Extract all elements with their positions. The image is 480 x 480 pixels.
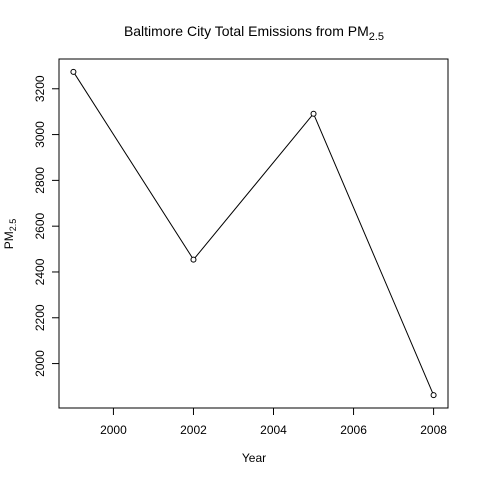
y-tick-label: 3000 (33, 121, 47, 148)
x-tick-label: 2002 (180, 423, 207, 437)
x-tick-label: 2006 (340, 423, 367, 437)
y-tick-label: 3200 (33, 75, 47, 102)
y-axis-label-text: PM (2, 231, 16, 249)
plot-frame (58, 58, 449, 409)
data-point (310, 110, 317, 117)
series-line (72, 71, 435, 396)
y-axis-label-subscript: 2.5 (8, 219, 18, 232)
x-tick-label: 2000 (100, 423, 127, 437)
series-points (70, 68, 437, 399)
y-tick-label: 2200 (33, 304, 47, 331)
x-tick-label: 2004 (260, 423, 287, 437)
y-tick-label: 2000 (33, 350, 47, 377)
x-axis-label: Year (242, 451, 266, 465)
data-point (190, 256, 197, 263)
y-tick-label: 2400 (33, 258, 47, 285)
x-axis: 2000 2002 2004 2006 2008 (100, 407, 447, 437)
chart-title-text: Baltimore City Total Emissions from PM (124, 23, 369, 39)
y-tick-label: 2600 (33, 213, 47, 240)
y-axis: 2000 2200 2400 2600 2800 3000 3200 (33, 75, 60, 377)
chart-title-subscript: 2.5 (369, 31, 384, 43)
y-tick-label: 2800 (33, 167, 47, 194)
data-point (70, 68, 77, 75)
y-axis-label: PM2.5 (2, 219, 18, 250)
chart-title: Baltimore City Total Emissions from PM2.… (124, 23, 384, 43)
x-tick-label: 2008 (420, 423, 447, 437)
data-point (430, 392, 437, 399)
